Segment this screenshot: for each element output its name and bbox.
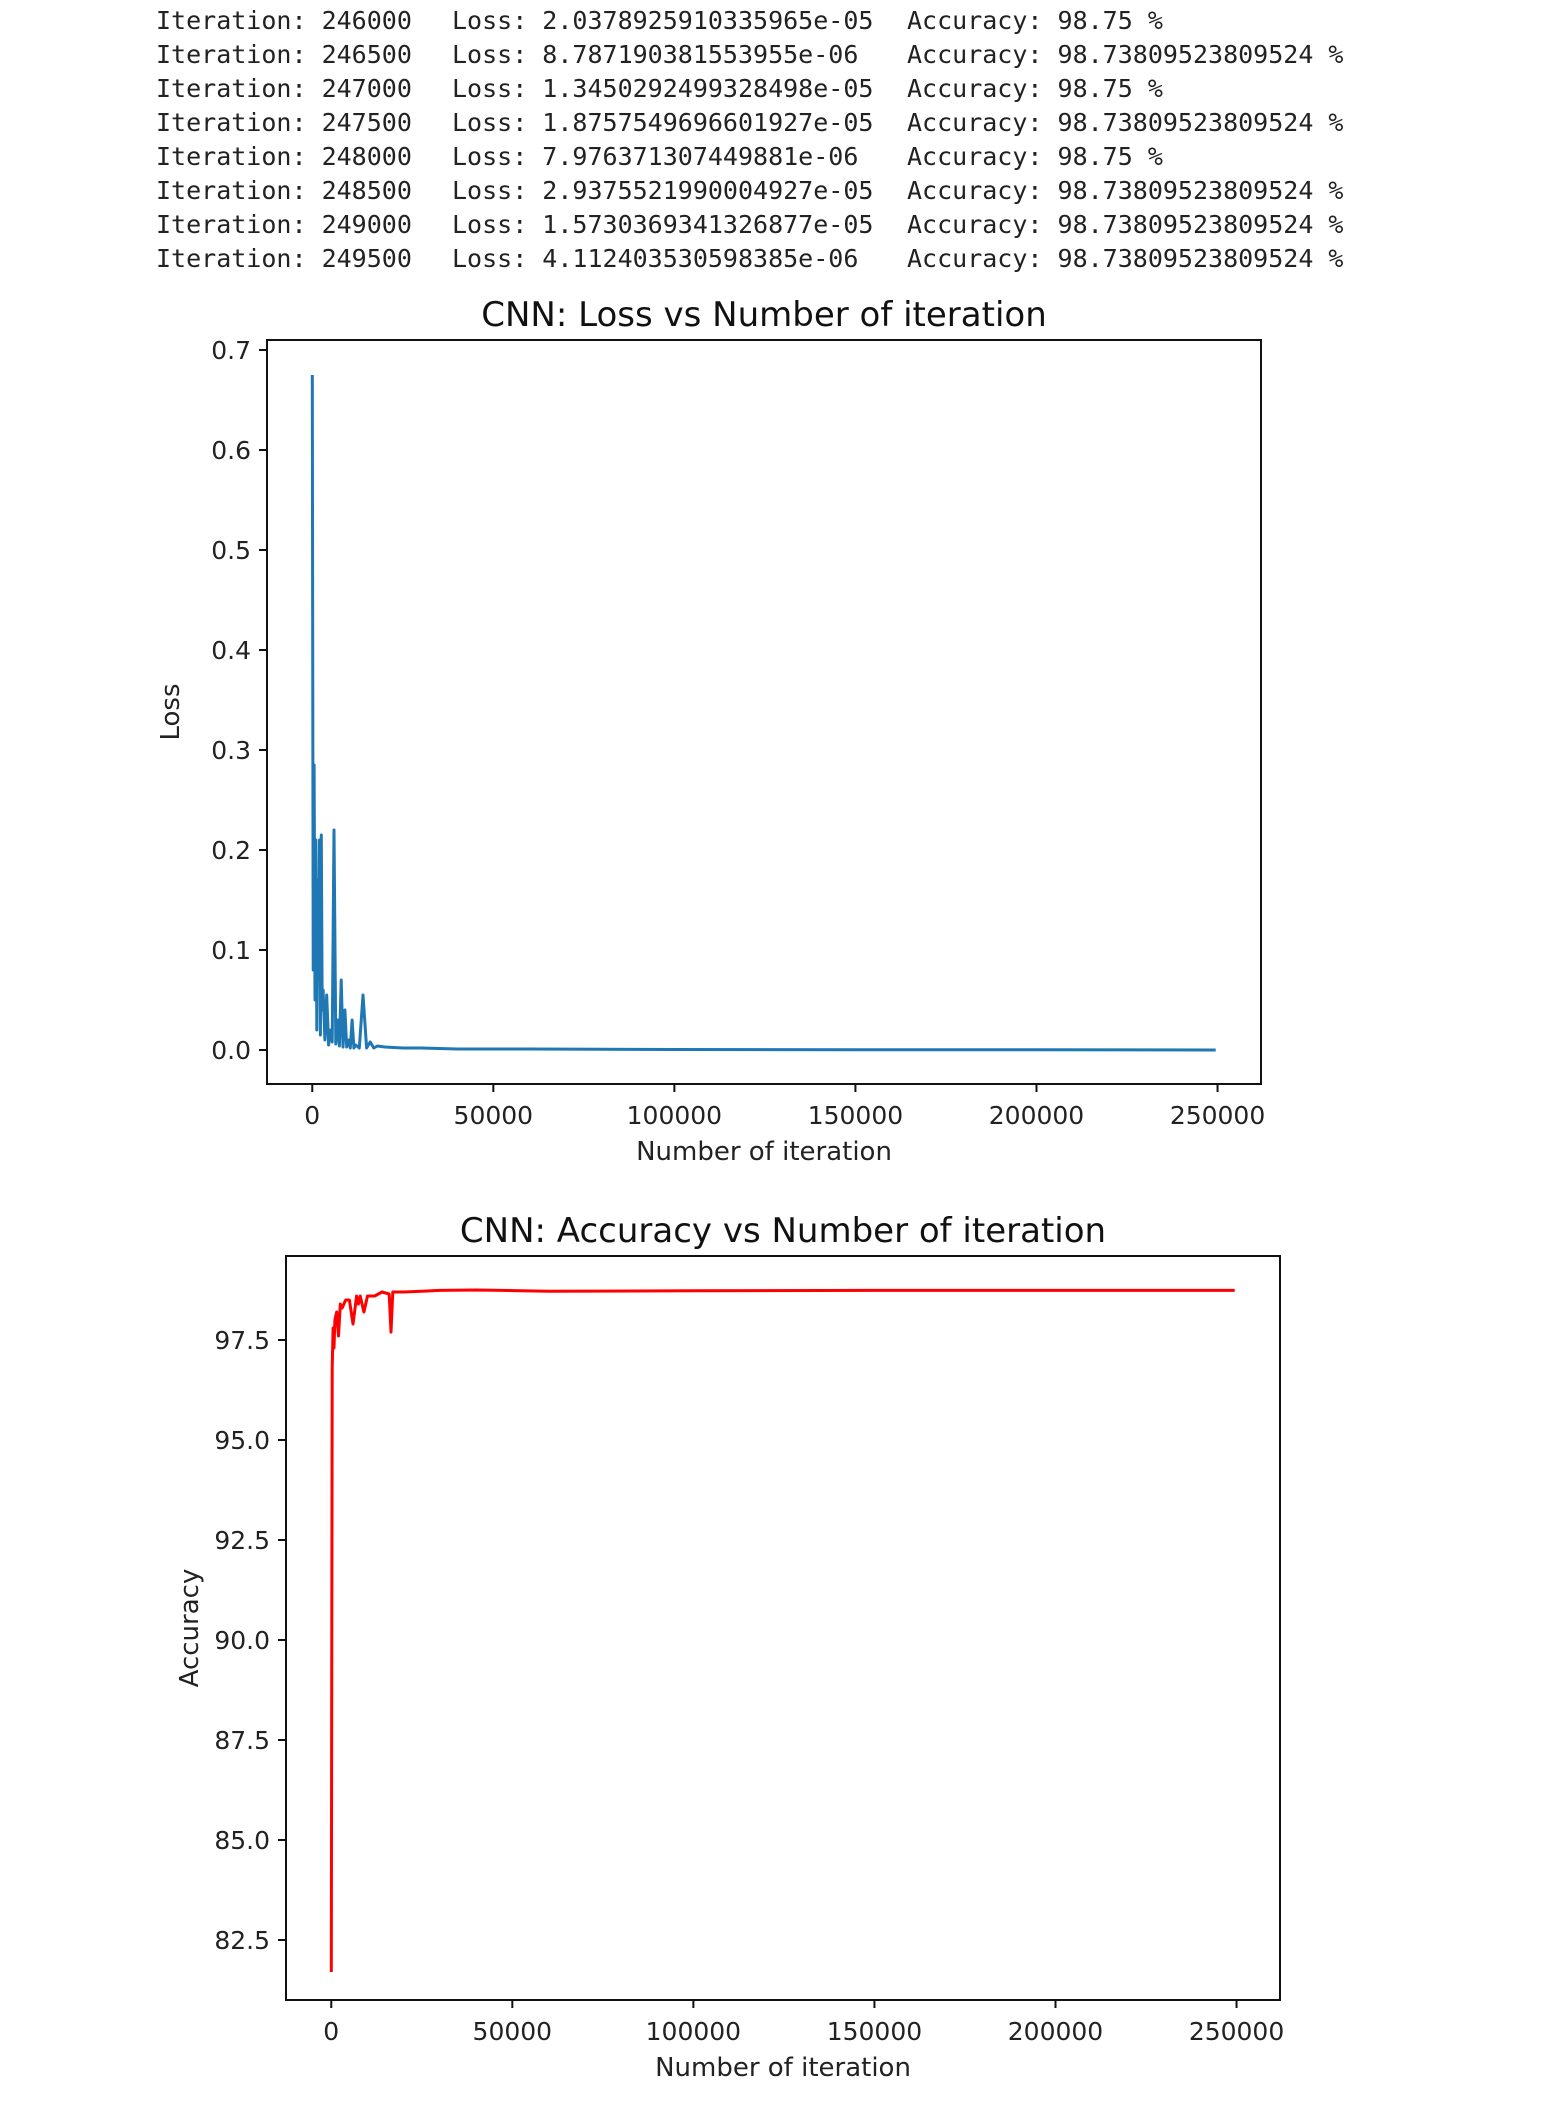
loss-y-tick-label: 0.4 bbox=[211, 636, 251, 665]
log-iteration: Iteration: 249500 bbox=[156, 244, 412, 273]
loss-plot-frame bbox=[266, 339, 1262, 1085]
log-iteration: Iteration: 247000 bbox=[156, 74, 412, 103]
accuracy-x-tick-label: 100000 bbox=[646, 2017, 741, 2046]
log-loss: Loss: 4.112403530598385e-06 bbox=[452, 244, 859, 273]
log-line: Iteration: 246000 Loss: 2.037892591033596… bbox=[156, 4, 1344, 38]
accuracy-y-tick-label: 92.5 bbox=[214, 1526, 270, 1555]
accuracy-y-tick-label: 97.5 bbox=[214, 1326, 270, 1355]
log-accuracy: Accuracy: 98.73809523809524 % bbox=[907, 176, 1344, 205]
loss-y-tick-label: 0.6 bbox=[211, 436, 251, 465]
log-loss: Loss: 1.3450292499328498e-05 bbox=[452, 74, 874, 103]
log-accuracy: Accuracy: 98.75 % bbox=[907, 74, 1163, 103]
loss-x-axis-label: Number of iteration bbox=[636, 1137, 892, 1167]
accuracy-y-tick-label: 85.0 bbox=[214, 1826, 270, 1855]
log-loss: Loss: 2.9375521990004927e-05 bbox=[452, 176, 874, 205]
accuracy-plot-frame bbox=[285, 1255, 1281, 2001]
log-iteration: Iteration: 246000 bbox=[156, 6, 412, 35]
loss-chart: CNN: Loss vs Number of iteration 0 50000 10… bbox=[156, 295, 1265, 1167]
log-accuracy: Accuracy: 98.73809523809524 % bbox=[907, 108, 1344, 137]
accuracy-series-line bbox=[329, 1288, 1235, 1973]
log-line: Iteration: 248500 Loss: 2.937552199000492… bbox=[156, 174, 1344, 208]
accuracy-x-tick-label: 0 bbox=[323, 2017, 339, 2046]
accuracy-x-tick-label: 250000 bbox=[1189, 2017, 1284, 2046]
log-iteration: Iteration: 248000 bbox=[156, 142, 412, 171]
log-accuracy: Accuracy: 98.75 % bbox=[907, 6, 1163, 35]
accuracy-chart-title: CNN: Accuracy vs Number of iteration bbox=[460, 1211, 1106, 1251]
log-accuracy: Accuracy: 98.73809523809524 % bbox=[907, 210, 1344, 239]
loss-y-axis-label: Loss bbox=[156, 683, 186, 740]
log-line: Iteration: 249000 Loss: 1.573036934132687… bbox=[156, 208, 1344, 242]
log-loss: Loss: 2.0378925910335965e-05 bbox=[452, 6, 874, 35]
log-loss: Loss: 8.787190381553955e-06 bbox=[452, 40, 859, 69]
loss-y-tick-label: 0.7 bbox=[211, 336, 251, 365]
log-line: Iteration: 247000 Loss: 1.345029249932849… bbox=[156, 72, 1344, 106]
log-line: Iteration: 249500 Loss: 4.112403530598385… bbox=[156, 242, 1344, 276]
log-iteration: Iteration: 246500 bbox=[156, 40, 412, 69]
log-iteration: Iteration: 249000 bbox=[156, 210, 412, 239]
accuracy-y-axis-label: Accuracy bbox=[175, 1569, 205, 1688]
loss-y-tick-label: 0.3 bbox=[211, 736, 251, 765]
log-iteration: Iteration: 247500 bbox=[156, 108, 412, 137]
loss-chart-title: CNN: Loss vs Number of iteration bbox=[481, 295, 1047, 335]
loss-x-tick-label: 50000 bbox=[454, 1101, 534, 1130]
accuracy-x-tick-label: 200000 bbox=[1008, 2017, 1103, 2046]
loss-x-tick-label: 250000 bbox=[1170, 1101, 1265, 1130]
accuracy-y-tick-label: 87.5 bbox=[214, 1726, 270, 1755]
loss-y-tick-label: 0.2 bbox=[211, 836, 251, 865]
accuracy-chart: CNN: Accuracy vs Number of iteration 0 500… bbox=[175, 1211, 1284, 2083]
loss-x-tick-label: 150000 bbox=[808, 1101, 903, 1130]
log-loss: Loss: 1.5730369341326877e-05 bbox=[452, 210, 874, 239]
accuracy-y-tick-label: 95.0 bbox=[214, 1426, 270, 1455]
log-loss: Loss: 7.976371307449881e-06 bbox=[452, 142, 859, 171]
loss-series-line bbox=[310, 374, 1216, 1052]
log-iteration: Iteration: 248500 bbox=[156, 176, 412, 205]
accuracy-x-tick-label: 50000 bbox=[473, 2017, 553, 2046]
loss-y-tick-label: 0.5 bbox=[211, 536, 251, 565]
loss-y-tick-label: 0.1 bbox=[211, 936, 251, 965]
log-accuracy: Accuracy: 98.73809523809524 % bbox=[907, 244, 1344, 273]
loss-y-tick-label: 0.0 bbox=[211, 1036, 251, 1065]
loss-x-tick-label: 0 bbox=[304, 1101, 320, 1130]
log-accuracy: Accuracy: 98.73809523809524 % bbox=[907, 40, 1344, 69]
accuracy-y-tick-label: 90.0 bbox=[214, 1626, 270, 1655]
log-accuracy: Accuracy: 98.75 % bbox=[907, 142, 1163, 171]
log-loss: Loss: 1.8757549696601927e-05 bbox=[452, 108, 874, 137]
accuracy-y-tick-label: 82.5 bbox=[214, 1926, 270, 1955]
log-line: Iteration: 247500 Loss: 1.875754969660192… bbox=[156, 106, 1344, 140]
accuracy-x-tick-label: 150000 bbox=[827, 2017, 922, 2046]
loss-x-tick-label: 100000 bbox=[627, 1101, 722, 1130]
accuracy-x-axis-label: Number of iteration bbox=[655, 2053, 911, 2083]
log-line: Iteration: 246500 Loss: 8.787190381553955… bbox=[156, 38, 1344, 72]
loss-x-tick-label: 200000 bbox=[989, 1101, 1084, 1130]
log-line: Iteration: 248000 Loss: 7.976371307449881… bbox=[156, 140, 1344, 174]
training-log: Iteration: 246000 Loss: 2.037892591033596… bbox=[156, 4, 1344, 276]
